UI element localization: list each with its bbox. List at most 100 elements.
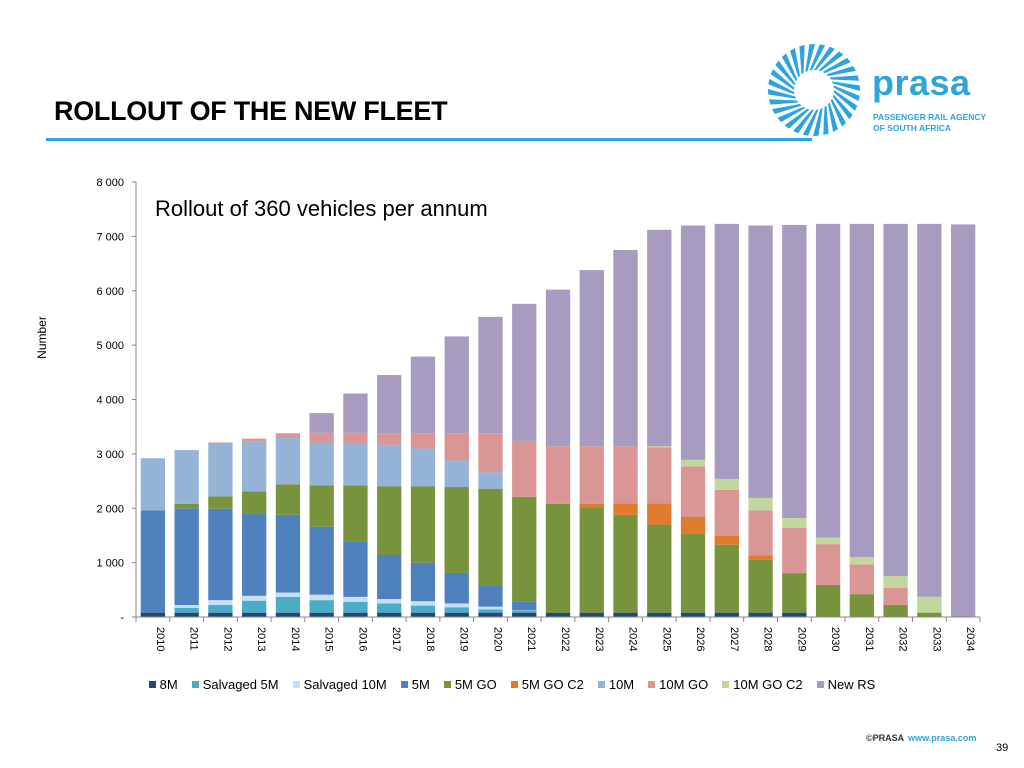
bar-segment-10m-go-2025 bbox=[647, 447, 672, 504]
bar-segment-salvaged-5m-2014 bbox=[275, 596, 301, 613]
legend-label: 10M GO bbox=[659, 677, 709, 692]
logo-ray bbox=[768, 99, 799, 105]
bar-segment-salvaged-5m-2011 bbox=[174, 607, 199, 613]
logo-ray bbox=[784, 108, 810, 129]
bar-segment-new-rs-2019 bbox=[444, 336, 469, 434]
bar-segment-10m-go-2028 bbox=[748, 510, 773, 556]
legend-item-5m-go: 5M GO bbox=[443, 677, 497, 692]
bar-segment-8m-2027 bbox=[714, 612, 739, 617]
logo-subtitle-line2: OF SOUTH AFRICA bbox=[873, 123, 952, 133]
x-tick-label: 2024 bbox=[627, 627, 639, 651]
logo-ray bbox=[823, 105, 829, 136]
legend-item-10m-go: 10M GO bbox=[648, 677, 708, 692]
bar-segment-8m-2023 bbox=[579, 612, 604, 617]
bar-segment-8m-2012 bbox=[208, 612, 233, 617]
bar-segment-10m-go-2017 bbox=[377, 433, 402, 445]
sunburst-logo-icon bbox=[768, 44, 860, 136]
x-tick-label: 2014 bbox=[289, 627, 301, 651]
legend-item-salvaged-10m: Salvaged 10M bbox=[292, 677, 387, 692]
y-tick-label: 6 000 bbox=[96, 286, 124, 298]
bar-segment-5m-go-2032 bbox=[883, 605, 908, 617]
bar-segment-new-rs-2029 bbox=[782, 224, 807, 519]
bar-segment-10m-go-c2-2025 bbox=[647, 446, 672, 448]
x-tick-label: 2016 bbox=[356, 627, 368, 651]
bar-segment-10m-go-2018 bbox=[410, 433, 436, 449]
logo-subtitle-line1: PASSENGER RAIL AGENCY bbox=[873, 112, 987, 122]
bar-segment-new-rs-2031 bbox=[849, 223, 874, 558]
logo-ray bbox=[833, 90, 858, 111]
bar-segment-new-rs-2030 bbox=[815, 223, 841, 538]
bar-segment-8m-2021 bbox=[512, 612, 537, 617]
bar-segment-5m-go-2015 bbox=[309, 485, 334, 527]
bar-segment-10m-2013 bbox=[242, 441, 267, 492]
y-tick-label: 4 000 bbox=[96, 395, 124, 407]
bar-segment-10m-2010 bbox=[140, 458, 166, 511]
bar-segment-5m-go-2013 bbox=[242, 491, 267, 514]
legend-label: Salvaged 5M bbox=[202, 677, 279, 692]
bar-segment-10m-go-c2-2026 bbox=[680, 459, 706, 467]
logo-ray bbox=[775, 60, 796, 86]
logo-ray bbox=[768, 89, 796, 99]
x-tick-label: 2013 bbox=[255, 627, 267, 651]
legend-label: 5M bbox=[411, 677, 430, 692]
legend-item-10m-go-c2: 10M GO C2 bbox=[722, 677, 803, 692]
bar-segment-5m-go-2024 bbox=[613, 514, 638, 613]
bar-segment-5m-go-2027 bbox=[714, 544, 739, 613]
bar-segment-10m-go-c2-2033 bbox=[917, 596, 942, 613]
x-tick-label: 2011 bbox=[188, 627, 200, 651]
bar-segment-5m-2018 bbox=[410, 562, 436, 602]
logo-wordmark: prasa bbox=[872, 62, 971, 103]
bar-segment-10m-go-2029 bbox=[782, 527, 807, 574]
x-tick-label: 2015 bbox=[323, 627, 335, 651]
bar-segment-5m-go-c2-2025 bbox=[647, 503, 672, 525]
bar-segment-10m-go-2023 bbox=[579, 446, 604, 504]
bar-segment-5m-2016 bbox=[343, 541, 368, 597]
bar-segment-5m-go-2012 bbox=[208, 496, 233, 509]
bar-segment-8m-2014 bbox=[275, 612, 301, 617]
legend-item-5m: 5M bbox=[400, 677, 430, 692]
bar-segment-10m-go-2031 bbox=[849, 564, 874, 595]
x-tick-label: 2021 bbox=[525, 627, 537, 651]
y-tick-label: 5 000 bbox=[96, 340, 124, 352]
bar-segment-new-rs-2033 bbox=[917, 223, 942, 597]
bar-segment-5m-2014 bbox=[275, 514, 301, 593]
logo-ray bbox=[828, 102, 838, 132]
page-number: 39 bbox=[996, 742, 1009, 754]
slide-title: ROLLOUT OF THE NEW FLEET bbox=[54, 96, 448, 126]
bar-segment-5m-2019 bbox=[444, 572, 469, 604]
bar-segment-salvaged-10m-2020 bbox=[478, 606, 503, 610]
bar-segment-10m-2019 bbox=[444, 460, 469, 488]
bar-segment-5m-go-2033 bbox=[917, 612, 942, 617]
bar-segment-8m-2013 bbox=[242, 612, 267, 617]
bar-segment-salvaged-10m-2021 bbox=[512, 610, 537, 612]
bar-segment-8m-2016 bbox=[343, 612, 368, 617]
bar-segment-5m-2021 bbox=[512, 601, 537, 611]
y-tick-label: - bbox=[120, 612, 124, 624]
bar-segment-5m-go-2025 bbox=[647, 524, 672, 613]
x-tick-label: 2012 bbox=[221, 627, 233, 651]
bar-segment-new-rs-2027 bbox=[714, 223, 739, 479]
legend-swatch bbox=[292, 681, 300, 688]
legend-swatch bbox=[443, 681, 451, 688]
logo-ray bbox=[799, 44, 805, 75]
legend-swatch bbox=[648, 681, 656, 688]
bar-segment-10m-2011 bbox=[174, 450, 199, 504]
x-tick-label: 2022 bbox=[559, 627, 571, 651]
logo-ray bbox=[802, 109, 819, 136]
bar-segment-10m-go-2027 bbox=[714, 489, 739, 536]
bar-segment-salvaged-10m-2014 bbox=[275, 592, 301, 597]
footer-url: www.prasa.com bbox=[908, 733, 977, 743]
bar-segment-10m-go-c2-2027 bbox=[714, 478, 739, 490]
bar-segment-8m-2018 bbox=[410, 612, 436, 617]
bar-segment-5m-go-2030 bbox=[815, 584, 841, 617]
bar-segment-10m-go-2021 bbox=[512, 440, 537, 497]
bar-segment-5m-2012 bbox=[208, 508, 233, 601]
legend-label: 10M GO C2 bbox=[733, 677, 803, 692]
bar-segment-8m-2026 bbox=[680, 612, 706, 617]
bar-segment-salvaged-10m-2012 bbox=[208, 600, 233, 606]
logo-ray bbox=[768, 78, 795, 95]
bar-segment-salvaged-10m-2016 bbox=[343, 596, 368, 602]
bar-segment-10m-go-2020 bbox=[478, 433, 503, 473]
bar-segment-10m-go-c2-2030 bbox=[815, 537, 841, 545]
legend-label: 8M bbox=[159, 677, 178, 692]
